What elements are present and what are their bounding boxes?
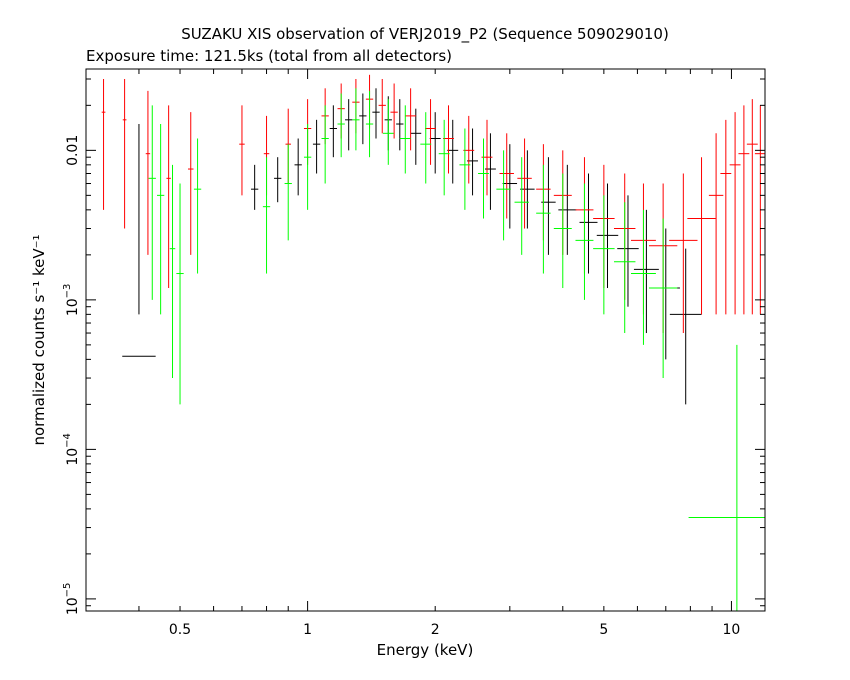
svg-text:10−5: 10−5 xyxy=(62,583,81,616)
x-tick-label: 0.5 xyxy=(169,622,191,638)
x-tick-label: 1 xyxy=(303,622,312,638)
series-2 xyxy=(148,88,765,611)
x-tick-label: 5 xyxy=(599,622,608,638)
x-tick-label: 10 xyxy=(723,622,741,638)
x-axis-label: Energy (keV) xyxy=(377,641,474,659)
svg-text:10−3: 10−3 xyxy=(62,284,81,317)
series-0 xyxy=(122,88,702,405)
y-tick-label: 0.01 xyxy=(65,135,81,166)
axis-ticks: 0.5 1 2 5 10 10−5 10−4 10−3 0.01 xyxy=(62,69,765,638)
y-axis-label: normalized counts s⁻¹ keV⁻¹ xyxy=(30,234,48,445)
y-tick-label: 10−4 xyxy=(62,433,81,466)
x-tick-label: 2 xyxy=(431,622,440,638)
chart-title: SUZAKU XIS observation of VERJ2019_P2 (S… xyxy=(181,25,669,44)
svg-text:10−4: 10−4 xyxy=(62,433,81,466)
y-tick-label: 10−3 xyxy=(62,284,81,317)
svg-text:0.01: 0.01 xyxy=(65,135,81,166)
y-tick-label: 10−5 xyxy=(62,583,81,616)
chart-subtitle: Exposure time: 121.5ks (total from all d… xyxy=(86,47,452,65)
plot-frame xyxy=(85,68,766,612)
plot-area xyxy=(101,74,765,611)
data-series-layer xyxy=(101,74,765,611)
